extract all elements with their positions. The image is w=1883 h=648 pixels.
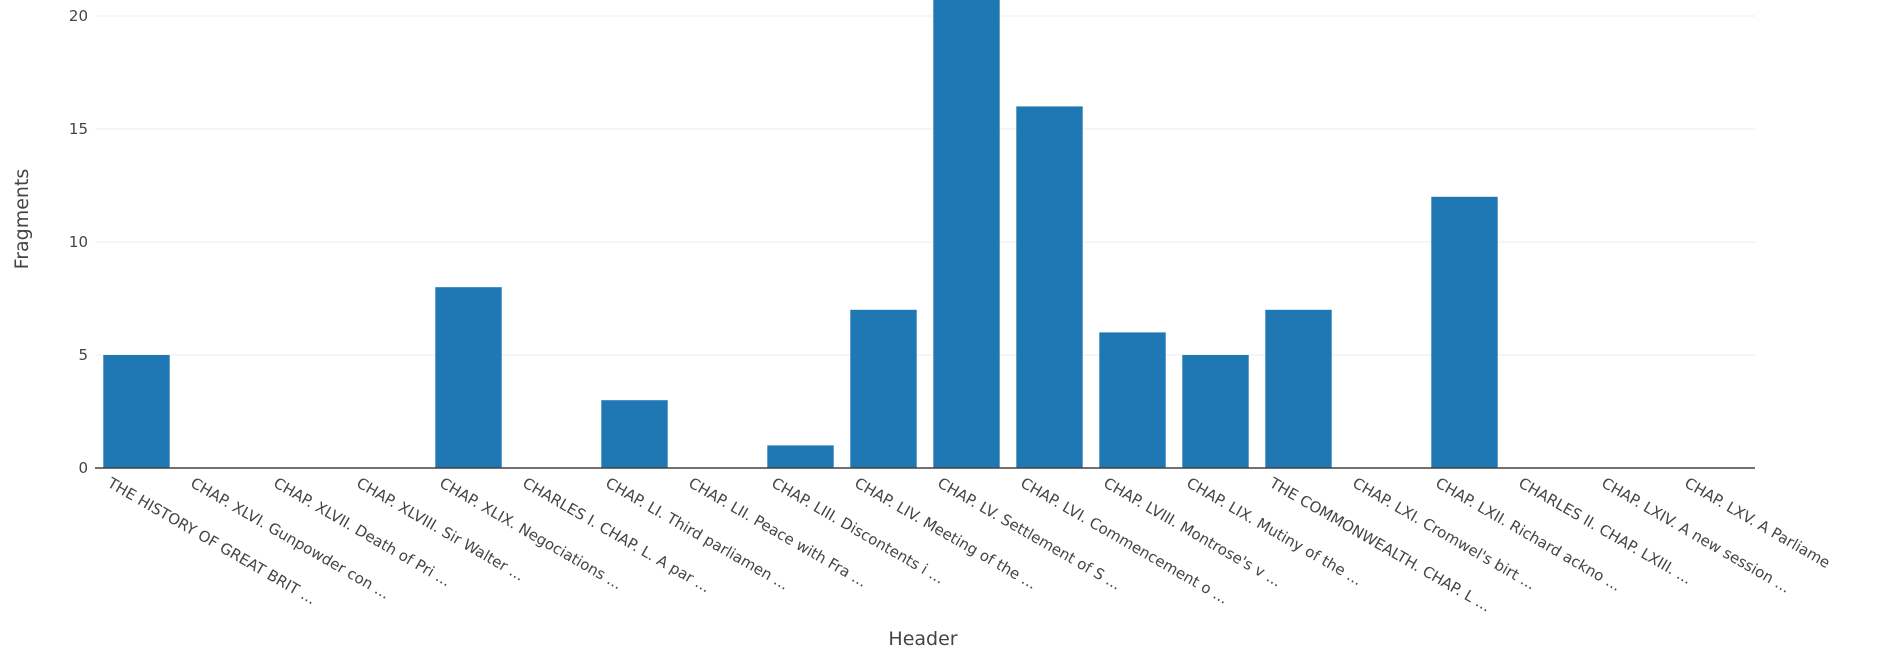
bars — [103, 0, 1498, 469]
y-tick-labels: 0 5 10 15 20 — [69, 7, 88, 477]
bar[interactable] — [1265, 309, 1332, 468]
y-tick-label: 15 — [69, 120, 88, 138]
y-tick-label: 0 — [78, 459, 88, 477]
y-tick-label: 5 — [78, 346, 88, 364]
bar[interactable] — [103, 355, 170, 468]
bar[interactable] — [1099, 332, 1166, 468]
x-axis-title: Header — [888, 628, 957, 648]
bar[interactable] — [1016, 106, 1083, 469]
x-tick-labels: THE HISTORY OF GREAT BRIT ...CHAP. XLVI.… — [104, 473, 1834, 615]
bar[interactable] — [1431, 196, 1498, 469]
bar[interactable] — [933, 0, 1000, 468]
bar[interactable] — [1182, 355, 1249, 468]
bar[interactable] — [601, 400, 668, 468]
gridlines — [95, 15, 1755, 356]
y-tick-label: 10 — [69, 233, 88, 251]
y-axis-title: Fragments — [11, 169, 33, 270]
bar[interactable] — [767, 445, 834, 468]
x-tick-label: CHAP. LXV. A Parliame — [1682, 474, 1834, 572]
bar[interactable] — [850, 309, 917, 468]
y-tick-label: 20 — [69, 7, 88, 25]
bar[interactable] — [435, 287, 502, 468]
